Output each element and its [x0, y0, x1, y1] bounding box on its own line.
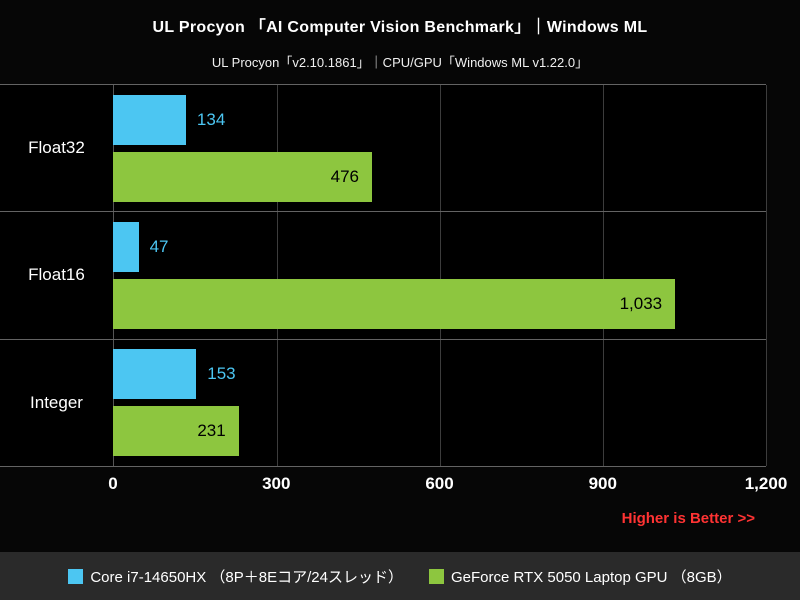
legend: Core i7-14650HX （8P＋8Eコア/24スレッド） GeForce … — [0, 552, 800, 600]
bar-group: 47 1,033 — [113, 212, 766, 338]
bar-line: 1,033 — [113, 278, 766, 329]
x-tick-label: 300 — [262, 474, 291, 493]
bar-series-1: 231 — [113, 406, 239, 457]
category-label: Integer — [30, 392, 83, 412]
bar-line: 476 — [113, 151, 766, 202]
category-row: Float16 47 1,033 — [0, 212, 766, 340]
category-row: Float32 134 476 — [0, 85, 766, 213]
gridline — [603, 85, 604, 466]
bar-series-0 — [113, 349, 197, 400]
gridline — [766, 85, 767, 466]
bar-value-label: 153 — [207, 364, 236, 384]
bar-series-1: 1,033 — [113, 278, 676, 329]
bar-value-label: 1,033 — [619, 293, 663, 313]
gridlines — [113, 85, 767, 466]
bar-group: 153 231 — [113, 340, 766, 466]
bar-value-label: 476 — [330, 166, 360, 186]
category-row: Integer 153 231 — [0, 340, 766, 466]
bar-value-label: 231 — [197, 421, 226, 441]
higher-is-better-note: Higher is Better >> — [621, 510, 755, 527]
legend-item: Core i7-14650HX （8P＋8Eコア/24スレッド） — [68, 566, 403, 587]
bar-value-label: 134 — [196, 109, 226, 129]
bar-line: 231 — [113, 406, 766, 457]
legend-item: GeForce RTX 5050 Laptop GPU （8GB） — [428, 566, 732, 587]
x-axis: 0 300 600 900 1,200 — [108, 474, 787, 496]
x-tick-label: 600 — [425, 474, 454, 493]
plot-area: Float32 134 476 Float16 47 1,033 Integer 153 231 — [0, 84, 767, 467]
bar-group: 134 476 — [113, 85, 766, 211]
legend-label: GeForce RTX 5050 Laptop GPU （8GB） — [450, 568, 732, 586]
bar-line: 134 — [113, 94, 766, 145]
gridline — [440, 85, 441, 466]
category-label: Float16 — [28, 265, 85, 285]
bar-value-label: 47 — [149, 236, 169, 256]
category-label: Float32 — [28, 138, 85, 158]
bar-rows: Float32 134 476 Float16 47 1,033 Integer 153 231 — [0, 85, 766, 466]
bar-series-1: 476 — [113, 151, 373, 202]
x-tick-label: 0 — [108, 474, 118, 493]
legend-swatch — [428, 568, 444, 584]
legend-label: Core i7-14650HX （8P＋8Eコア/24スレッド） — [90, 568, 403, 586]
bar-series-0 — [113, 94, 186, 145]
bar-line: 47 — [113, 221, 766, 272]
x-tick-label: 1,200 — [744, 474, 788, 493]
legend-swatch — [68, 568, 84, 584]
x-tick-label: 900 — [588, 474, 617, 493]
bar-series-0 — [113, 221, 139, 272]
bar-line: 153 — [113, 349, 766, 400]
chart-subtitle: UL Procyon「v2.10.1861」｜CPU/GPU「Windows M… — [211, 55, 589, 70]
gridline — [277, 85, 278, 466]
chart-title: UL Procyon 「AI Computer Vision Benchmark… — [152, 19, 648, 36]
